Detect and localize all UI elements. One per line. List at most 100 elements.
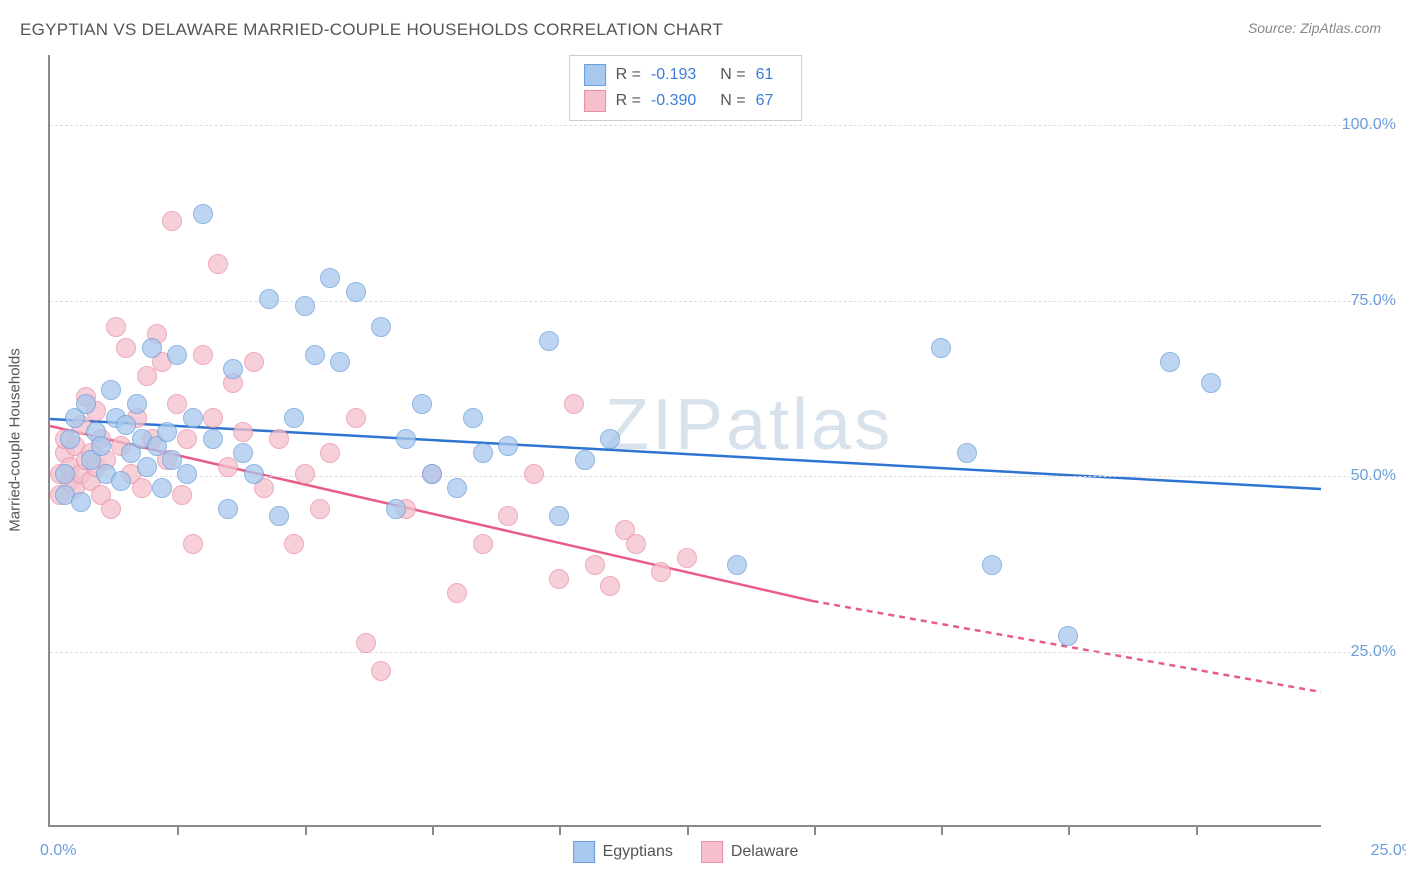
y-axis-label: Married-couple Households	[7, 348, 24, 531]
data-point	[71, 492, 91, 512]
x-tick	[1068, 825, 1070, 835]
data-point	[244, 464, 264, 484]
data-point	[233, 422, 253, 442]
y-tick-label: 50.0%	[1351, 467, 1396, 485]
data-point	[1160, 352, 1180, 372]
source-label: Source: ZipAtlas.com	[1248, 20, 1381, 36]
data-point	[218, 499, 238, 519]
legend-label: Egyptians	[603, 843, 673, 861]
data-point	[677, 548, 697, 568]
data-point	[463, 408, 483, 428]
data-point	[346, 408, 366, 428]
gridline	[50, 652, 1381, 653]
data-point	[422, 464, 442, 484]
data-point	[183, 408, 203, 428]
data-point	[269, 506, 289, 526]
legend-swatch	[584, 64, 606, 86]
data-point	[91, 436, 111, 456]
data-point	[356, 633, 376, 653]
data-point	[346, 282, 366, 302]
data-point	[305, 345, 325, 365]
data-point	[55, 464, 75, 484]
plot-area: Married-couple Households ZIPatlas R =-0…	[48, 55, 1321, 827]
n-label: N =	[720, 92, 745, 110]
data-point	[167, 345, 187, 365]
data-point	[982, 555, 1002, 575]
data-point	[152, 478, 172, 498]
legend-swatch	[701, 841, 723, 863]
data-point	[539, 331, 559, 351]
data-point	[931, 338, 951, 358]
y-tick-label: 25.0%	[1351, 643, 1396, 661]
legend-stat-row: R = -0.390 N = 67	[584, 88, 788, 114]
data-point	[284, 534, 304, 554]
data-point	[101, 380, 121, 400]
data-point	[183, 534, 203, 554]
data-point	[447, 583, 467, 603]
data-point	[524, 464, 544, 484]
data-point	[564, 394, 584, 414]
data-point	[284, 408, 304, 428]
data-point	[233, 443, 253, 463]
r-label: R =	[616, 92, 641, 110]
data-point	[142, 338, 162, 358]
data-point	[101, 499, 121, 519]
data-point	[473, 443, 493, 463]
data-point	[177, 464, 197, 484]
data-point	[320, 268, 340, 288]
data-point	[396, 429, 416, 449]
legend-label: Delaware	[731, 843, 799, 861]
data-point	[106, 317, 126, 337]
data-point	[498, 506, 518, 526]
n-value: 67	[756, 92, 774, 110]
r-value: -0.390	[651, 92, 696, 110]
legend-stats: R =-0.193N =61R =-0.390N =67	[569, 55, 803, 121]
data-point	[203, 408, 223, 428]
x-axis-max-label: 25.0%	[1371, 842, 1406, 860]
data-point	[473, 534, 493, 554]
chart-title: EGYPTIAN VS DELAWARE MARRIED-COUPLE HOUS…	[20, 20, 723, 40]
data-point	[60, 429, 80, 449]
data-point	[651, 562, 671, 582]
data-point	[137, 457, 157, 477]
x-tick	[305, 825, 307, 835]
data-point	[957, 443, 977, 463]
x-tick	[559, 825, 561, 835]
y-tick-label: 75.0%	[1351, 292, 1396, 310]
r-label: R =	[616, 66, 641, 84]
data-point	[295, 464, 315, 484]
data-point	[116, 338, 136, 358]
data-point	[549, 506, 569, 526]
data-point	[157, 422, 177, 442]
data-point	[127, 394, 147, 414]
chart-container: EGYPTIAN VS DELAWARE MARRIED-COUPLE HOUS…	[0, 0, 1406, 892]
data-point	[412, 394, 432, 414]
data-point	[585, 555, 605, 575]
data-point	[193, 204, 213, 224]
data-point	[259, 289, 279, 309]
data-point	[549, 569, 569, 589]
n-value: 61	[756, 66, 774, 84]
data-point	[295, 296, 315, 316]
x-tick	[177, 825, 179, 835]
data-point	[172, 485, 192, 505]
x-axis-min-label: 0.0%	[40, 842, 76, 860]
data-point	[575, 450, 595, 470]
data-point	[386, 499, 406, 519]
data-point	[244, 352, 264, 372]
data-point	[208, 254, 228, 274]
data-point	[1201, 373, 1221, 393]
gridline	[50, 125, 1381, 126]
data-point	[193, 345, 213, 365]
data-point	[371, 661, 391, 681]
n-label: N =	[720, 66, 745, 84]
data-point	[1058, 626, 1078, 646]
data-point	[218, 457, 238, 477]
legend-item: Egyptians	[573, 841, 673, 863]
data-point	[626, 534, 646, 554]
watermark: ZIPatlas	[605, 384, 893, 466]
data-point	[371, 317, 391, 337]
data-point	[137, 366, 157, 386]
x-tick	[687, 825, 689, 835]
data-point	[177, 429, 197, 449]
